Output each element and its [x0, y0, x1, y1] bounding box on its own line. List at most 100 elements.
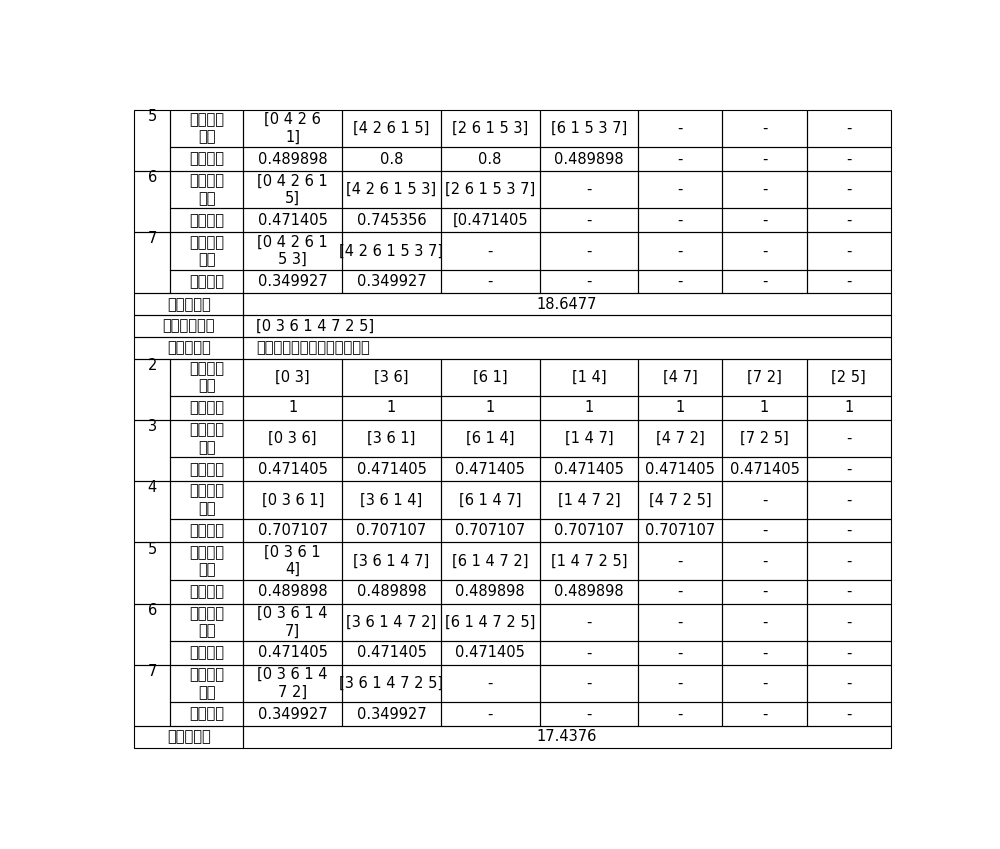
Text: [3 6]: [3 6]: [374, 370, 409, 385]
Bar: [540, 420, 638, 458]
Text: [0 3 6 1 4
7 2]: [0 3 6 1 4 7 2]: [257, 667, 328, 700]
Text: -: -: [762, 121, 767, 136]
Bar: [638, 665, 722, 702]
Text: [2 6 1 5 3]: [2 6 1 5 3]: [452, 121, 528, 136]
Bar: [540, 358, 638, 396]
Text: 0.489898: 0.489898: [554, 584, 624, 599]
Text: -: -: [678, 645, 683, 661]
Text: -: -: [487, 244, 493, 258]
Text: 均方误差: 均方误差: [189, 151, 224, 166]
Text: [4 2 6 1 5 3]: [4 2 6 1 5 3]: [346, 183, 437, 197]
Text: 0.471405: 0.471405: [258, 462, 328, 477]
Bar: [170, 110, 243, 147]
Text: -: -: [762, 584, 767, 599]
Bar: [638, 232, 722, 270]
Text: 18.6477: 18.6477: [537, 297, 597, 312]
Text: -: -: [762, 615, 767, 630]
Text: -: -: [678, 151, 683, 166]
Text: [3 6 1 4 7 2]: [3 6 1 4 7 2]: [346, 615, 437, 630]
Bar: [807, 641, 891, 665]
Bar: [638, 458, 722, 481]
Bar: [722, 481, 807, 519]
Bar: [807, 543, 891, 580]
Text: -: -: [762, 554, 767, 569]
Bar: [638, 481, 722, 519]
Text: 0.471405: 0.471405: [554, 462, 624, 477]
Text: -: -: [762, 151, 767, 166]
Bar: [134, 315, 243, 337]
Bar: [540, 665, 638, 702]
Bar: [243, 315, 891, 337]
Text: [0 3 6 1 4
7]: [0 3 6 1 4 7]: [257, 606, 328, 638]
Bar: [342, 665, 441, 702]
Text: 0.489898: 0.489898: [554, 151, 624, 166]
Text: 0.8: 0.8: [478, 151, 502, 166]
Bar: [441, 358, 540, 396]
Text: 0.471405: 0.471405: [357, 462, 426, 477]
Bar: [243, 110, 342, 147]
Text: 2: 2: [148, 358, 157, 373]
Bar: [441, 232, 540, 270]
Text: [0 3 6 1]: [0 3 6 1]: [262, 492, 324, 508]
Text: 分配时隙数: 分配时隙数: [167, 340, 211, 355]
Text: 1: 1: [760, 401, 769, 415]
Bar: [638, 641, 722, 665]
Bar: [441, 665, 540, 702]
Bar: [638, 702, 722, 726]
Bar: [638, 543, 722, 580]
Text: 1: 1: [387, 401, 396, 415]
Bar: [722, 232, 807, 270]
Text: 均方误差: 均方误差: [189, 645, 224, 661]
Bar: [134, 337, 243, 358]
Text: 0.471405: 0.471405: [730, 462, 799, 477]
Bar: [540, 110, 638, 147]
Bar: [170, 519, 243, 543]
Bar: [170, 147, 243, 171]
Bar: [638, 420, 722, 458]
Bar: [722, 604, 807, 641]
Bar: [540, 580, 638, 604]
Text: 5: 5: [148, 542, 157, 557]
Text: -: -: [678, 183, 683, 197]
Text: -: -: [846, 615, 851, 630]
Text: -: -: [846, 706, 851, 722]
Bar: [342, 604, 441, 641]
Text: [1 4 7 2 5]: [1 4 7 2 5]: [551, 554, 627, 569]
Bar: [638, 270, 722, 294]
Text: [0 4 2 6 1
5 3]: [0 4 2 6 1 5 3]: [257, 234, 328, 267]
Bar: [134, 171, 170, 232]
Bar: [807, 665, 891, 702]
Text: 0.489898: 0.489898: [455, 584, 525, 599]
Bar: [134, 232, 170, 294]
Text: -: -: [762, 213, 767, 228]
Text: [0 3 6]: [0 3 6]: [268, 431, 317, 446]
Bar: [441, 604, 540, 641]
Bar: [638, 519, 722, 543]
Bar: [807, 147, 891, 171]
Bar: [807, 208, 891, 232]
Bar: [134, 420, 170, 481]
Bar: [540, 458, 638, 481]
Text: -: -: [762, 183, 767, 197]
Bar: [441, 110, 540, 147]
Text: [6 1 4 7]: [6 1 4 7]: [459, 492, 521, 508]
Bar: [243, 420, 342, 458]
Text: 均方误差: 均方误差: [189, 706, 224, 722]
Bar: [441, 420, 540, 458]
Text: [3 6 1 4 7 2 5]: [3 6 1 4 7 2 5]: [339, 676, 444, 691]
Bar: [243, 171, 342, 208]
Text: [1 4 7 2]: [1 4 7 2]: [558, 492, 620, 508]
Text: 7: 7: [148, 232, 157, 246]
Text: -: -: [762, 523, 767, 538]
Bar: [540, 396, 638, 420]
Bar: [441, 171, 540, 208]
Bar: [441, 543, 540, 580]
Bar: [722, 147, 807, 171]
Text: -: -: [846, 431, 851, 446]
Text: 时隙分配
组合: 时隙分配 组合: [189, 234, 224, 267]
Text: 时隙映射方案: 时隙映射方案: [163, 318, 215, 334]
Text: 6: 6: [148, 171, 157, 185]
Bar: [540, 208, 638, 232]
Text: 0.471405: 0.471405: [258, 645, 328, 661]
Bar: [243, 543, 342, 580]
